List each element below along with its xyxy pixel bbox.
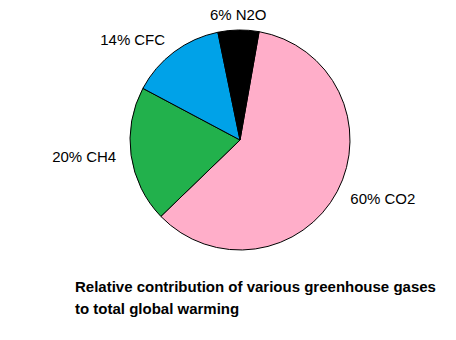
slice-label: 14%CFC bbox=[100, 31, 165, 48]
category-label: CFC bbox=[134, 31, 165, 48]
category-label: CO2 bbox=[384, 190, 415, 207]
slice-label: 20%CH4 bbox=[52, 148, 116, 165]
value-label: 14% bbox=[100, 31, 130, 48]
pie-slice bbox=[218, 30, 259, 140]
value-label: 6% bbox=[210, 6, 232, 23]
pie bbox=[130, 30, 350, 250]
value-label: 20% bbox=[52, 148, 82, 165]
chart-title: Relative contribution of various greenho… bbox=[75, 276, 440, 320]
category-label: N2O bbox=[236, 6, 267, 23]
slice-label: 6%N2O bbox=[210, 6, 267, 23]
slice-label: 60%CO2 bbox=[350, 190, 415, 207]
labels: 60%CO2 20%CH4 14%CFC 6%N2O bbox=[52, 6, 415, 207]
value-label: 60% bbox=[350, 190, 380, 207]
category-label: CH4 bbox=[86, 148, 116, 165]
